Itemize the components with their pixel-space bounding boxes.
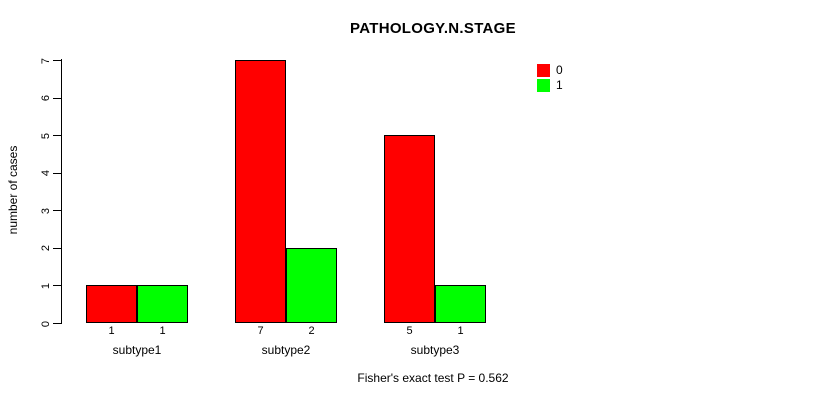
category-label-subtype1: subtype1 [112,343,162,357]
y-tick-label: 3 [40,207,52,214]
y-tick-mark [53,323,61,324]
legend-label: 1 [556,78,563,92]
y-tick-mark [53,210,61,212]
bar-value-label: 1 [159,325,166,337]
y-axis-line [61,59,62,324]
y-tick-mark [53,97,61,99]
fisher-test-caption: Fisher's exact test P = 0.562 [357,371,509,385]
bar-subtype1-group-1 [137,285,188,323]
y-tick-label: 5 [40,132,52,139]
bar-value-label: 2 [308,325,315,337]
y-tick-label: 1 [40,282,52,289]
y-tick-label: 6 [40,95,52,102]
y-tick-mark [53,135,61,137]
bar-subtype1-group-0 [86,285,137,323]
chart-title: PATHOLOGY.N.STAGE [350,20,516,37]
y-tick-mark [53,247,61,249]
y-tick-label: 7 [40,57,52,64]
legend-item-0: 0 [537,64,563,77]
bar-subtype2-group-0 [235,60,286,323]
y-tick-mark [53,285,61,287]
bar-value-label: 5 [406,325,413,337]
legend-swatch-icon [537,64,550,77]
y-tick-mark [53,172,61,174]
bar-subtype3-group-0 [384,135,435,323]
bar-subtype3-group-1 [435,285,486,323]
y-tick-label: 4 [40,170,52,177]
bar-value-label: 1 [457,325,464,337]
legend-item-1: 1 [537,79,563,92]
category-label-subtype3: subtype3 [410,343,460,357]
y-tick-label: 0 [40,320,52,327]
category-label-subtype2: subtype2 [261,343,311,357]
y-tick-label: 2 [40,245,52,252]
y-tick-mark [53,60,61,61]
bar-subtype2-group-1 [286,247,337,323]
legend-label: 0 [556,63,563,77]
bar-value-label: 7 [257,325,264,337]
legend-swatch-icon [537,79,550,92]
y-axis-label: number of cases [6,145,20,235]
bar-value-label: 1 [108,325,115,337]
